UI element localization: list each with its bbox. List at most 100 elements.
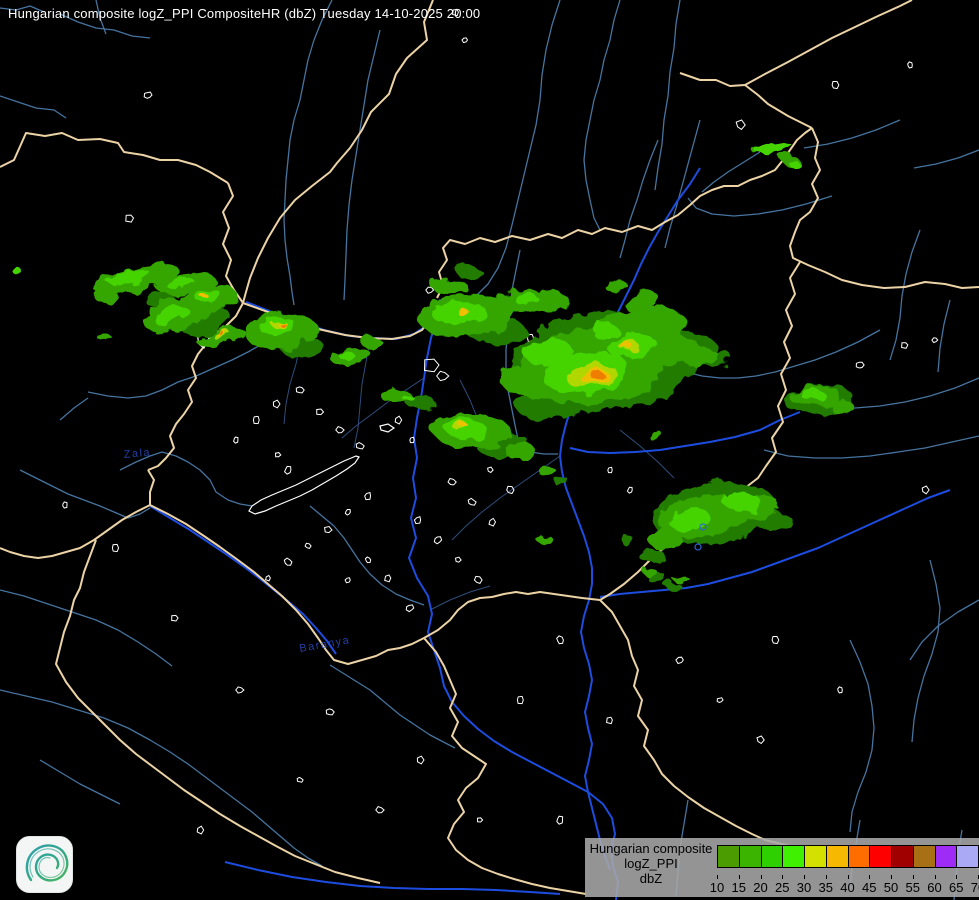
legend-tick-label: 10: [709, 880, 725, 895]
radar-echo-cell: [219, 332, 225, 336]
radar-echo-cell: [620, 342, 632, 348]
radar-echo-cell: [337, 350, 353, 358]
legend-tick: [760, 875, 762, 879]
settlement-outline: [461, 37, 469, 44]
radar-echo-cell: [98, 334, 112, 342]
legend-line-unit: dbZ: [639, 871, 663, 886]
lake-velence: [379, 423, 396, 433]
met-spiral-logo: [16, 836, 73, 893]
settlement-outline: [409, 436, 415, 444]
radar-echo-cell: [402, 395, 414, 401]
settlement-outline: [296, 776, 304, 783]
legend-tick: [956, 875, 958, 879]
settlement-outline: [556, 815, 564, 825]
radar-echo-cell: [590, 371, 604, 379]
settlement-outline: [295, 386, 305, 394]
radar-echo-cell: [553, 477, 569, 485]
legend-tick: [869, 875, 871, 879]
legend-color-cell: [782, 845, 805, 868]
legend-tick: [717, 875, 718, 879]
river-drava: [149, 505, 337, 655]
settlement-outline: [265, 574, 271, 582]
legend-tick-label: 50: [883, 880, 899, 895]
settlement-outline: [143, 91, 153, 99]
settlement-outline: [316, 408, 325, 416]
legend-color-cell: [717, 845, 740, 868]
radar-echo-cell: [381, 388, 411, 404]
settlement-outline: [283, 557, 293, 566]
legend-line-field: logZ_PPI: [624, 856, 678, 871]
radar-echo-cell: [278, 321, 284, 325]
radar-echo-cell: [461, 426, 471, 430]
legend-tick-label: 35: [818, 880, 833, 895]
radar-echo-cell: [621, 537, 635, 545]
settlement-outline: [233, 436, 239, 444]
radar-echo-cell: [457, 267, 483, 279]
radar-echo-cell: [154, 305, 190, 327]
settlement-outline: [284, 465, 292, 475]
river-koros: [569, 429, 761, 454]
radar-echo-cell: [643, 568, 657, 576]
legend-color-cell: [847, 845, 871, 868]
radar-echo-cell: [672, 574, 688, 582]
radar-echo-cell: [166, 276, 194, 290]
radar-echo-cell: [682, 348, 718, 366]
settlement-outline: [355, 442, 365, 450]
legend-title-block: Hungarian composite logZ_PPI dbZ: [589, 841, 713, 886]
settlement-outline: [364, 491, 372, 501]
settlement-outline: [454, 556, 462, 563]
legend-color-cell: [760, 845, 784, 868]
radar-echo-cell: [649, 532, 683, 550]
settlement-outline: [606, 716, 613, 725]
settlement-outline: [476, 817, 484, 823]
legend-tick: [847, 875, 849, 879]
legend-tick: [804, 875, 805, 879]
settlement-outline: [907, 61, 913, 69]
radar-echo-cell: [829, 399, 853, 413]
river-tisza: [559, 167, 701, 871]
settlement-outline: [735, 119, 746, 131]
settlement-outline: [62, 501, 68, 509]
settlement-outline: [921, 485, 930, 495]
radar-echo-cell: [604, 280, 628, 292]
radar-echo-cell: [786, 158, 802, 170]
legend-tick-label: 60: [927, 880, 942, 895]
settlement-outline: [416, 755, 425, 765]
settlement-outline: [675, 656, 684, 665]
blue-circle-markers: [694, 523, 707, 551]
legend-color-cell: [891, 845, 914, 868]
settlement-outline: [344, 509, 351, 516]
legend-tick-label: 30: [796, 880, 812, 895]
radar-echo-cell: [431, 278, 467, 294]
legend-tick: [912, 875, 914, 879]
radar-echo-cell: [639, 549, 665, 563]
radar-echo-cell: [524, 338, 572, 366]
legend-tick-label: 25: [775, 880, 790, 895]
settlement-outline: [111, 543, 120, 553]
radar-echo-cell: [361, 338, 383, 348]
settlement-outline: [516, 695, 524, 705]
radar-echo-cell: [668, 507, 710, 531]
settlement-outline: [325, 708, 335, 716]
settlement-outline: [423, 358, 440, 373]
blue-circle-marker: [699, 523, 707, 531]
radar-echo-cell: [525, 290, 569, 312]
legend-tick: [825, 875, 827, 879]
settlement-outline: [171, 614, 179, 622]
legend-tick-label: 70: [970, 880, 979, 895]
radar-echo-cell: [456, 308, 468, 314]
radar-echo-cell: [591, 324, 619, 338]
radar-echo-cell: [505, 444, 537, 460]
radar-echo-cell: [800, 388, 824, 400]
legend-tick-label: 20: [753, 880, 768, 895]
radar-echo-cell: [722, 492, 760, 510]
radar-echo-cell: [537, 535, 553, 545]
river-sava: [224, 861, 561, 895]
radar-echo-cell: [754, 142, 792, 154]
settlement-outline: [488, 517, 497, 527]
legend-tick-label: 15: [731, 880, 746, 895]
settlement-outline: [716, 697, 724, 704]
spiral-icon: [16, 836, 73, 893]
radar-echo-cell: [649, 433, 665, 441]
